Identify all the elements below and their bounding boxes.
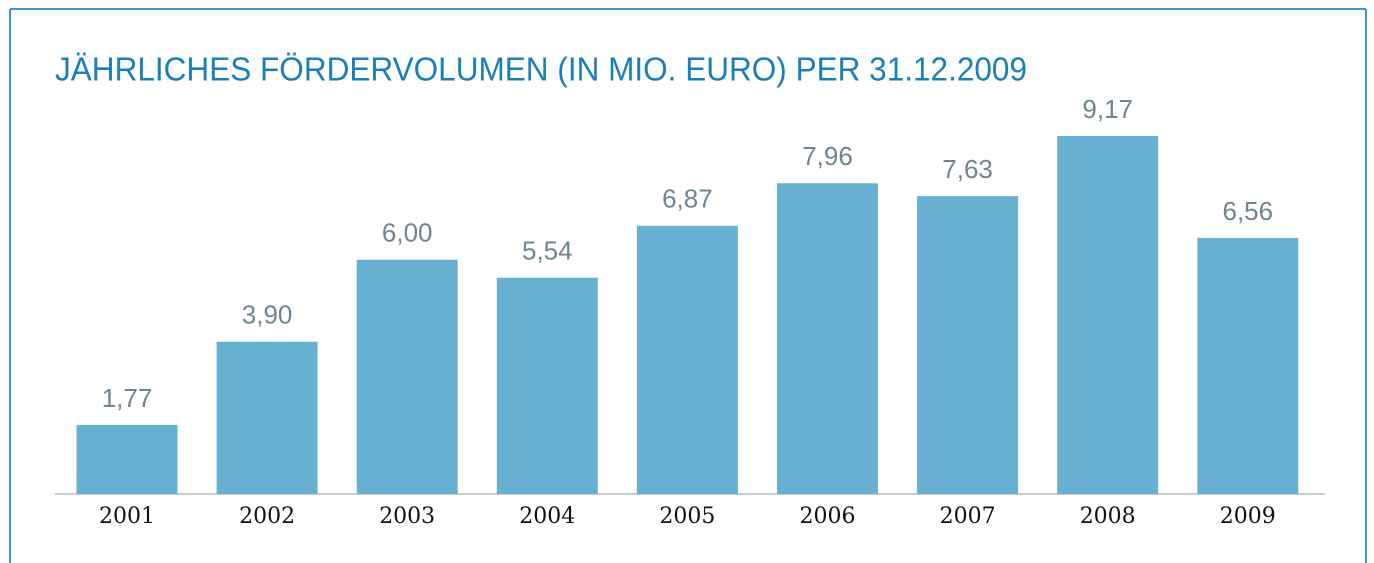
x-tick-label: 2002	[239, 504, 295, 529]
bar	[1197, 237, 1299, 494]
value-label: 6,00	[382, 218, 433, 248]
bar	[636, 225, 738, 495]
x-tick-label: 2008	[1080, 504, 1136, 529]
bar	[917, 196, 1019, 494]
x-tick-label: 2009	[1220, 504, 1276, 529]
bar	[777, 183, 878, 494]
value-label: 6,87	[662, 184, 713, 214]
x-tick-label: 2003	[379, 504, 435, 529]
bar	[76, 424, 178, 494]
value-label: 7,63	[942, 154, 993, 184]
value-label: 9,17	[1082, 94, 1133, 124]
bar	[1057, 136, 1159, 494]
value-label: 5,54	[522, 236, 573, 266]
x-tick-label: 2006	[800, 504, 856, 529]
bar	[356, 259, 458, 494]
bar	[496, 277, 598, 494]
x-tick-label: 2005	[659, 504, 715, 529]
x-tick-label: 2004	[519, 504, 575, 529]
value-label: 1,77	[102, 383, 153, 413]
bar	[216, 341, 318, 494]
chart-title: JÄHRLICHES FÖRDERVOLUMEN (IN MIO. EURO) …	[55, 51, 1027, 88]
value-label: 6,56	[1222, 196, 1273, 226]
value-label: 7,96	[802, 141, 853, 171]
x-tick-label: 2001	[99, 504, 155, 529]
x-tick-label: 2007	[940, 504, 996, 529]
value-label: 3,90	[242, 300, 293, 330]
